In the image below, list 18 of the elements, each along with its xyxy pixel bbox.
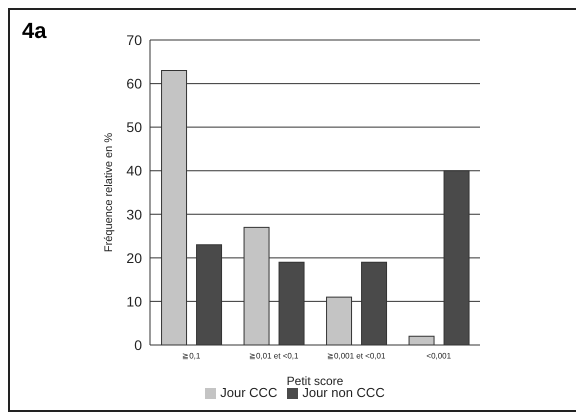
chart-title: 4a [22, 18, 46, 44]
y-tick-label: 50 [126, 119, 142, 136]
y-tick-label: 0 [134, 336, 142, 353]
x-axis-title: Petit score [286, 374, 344, 388]
y-tick-label: 30 [126, 206, 142, 222]
x-tick-label: ≧0,001 et <0,01 [327, 352, 386, 361]
x-tick-label: ≧0,1 [182, 352, 201, 361]
y-tick-label: 20 [126, 250, 142, 266]
bar [408, 336, 435, 345]
y-axis-title: Fréquence relative en % [102, 132, 115, 252]
legend-label: Jour non CCC [302, 385, 385, 400]
x-tick-label: <0,001 [426, 352, 452, 361]
y-tick-label: 60 [126, 76, 142, 92]
x-tick-label: ≧0,01 et <0,1 [249, 352, 300, 361]
y-tick-label: 40 [126, 162, 142, 179]
legend-label: Jour CCC [220, 385, 278, 400]
y-tick-label: 10 [126, 293, 142, 310]
y-tick-label: 70 [126, 32, 142, 48]
